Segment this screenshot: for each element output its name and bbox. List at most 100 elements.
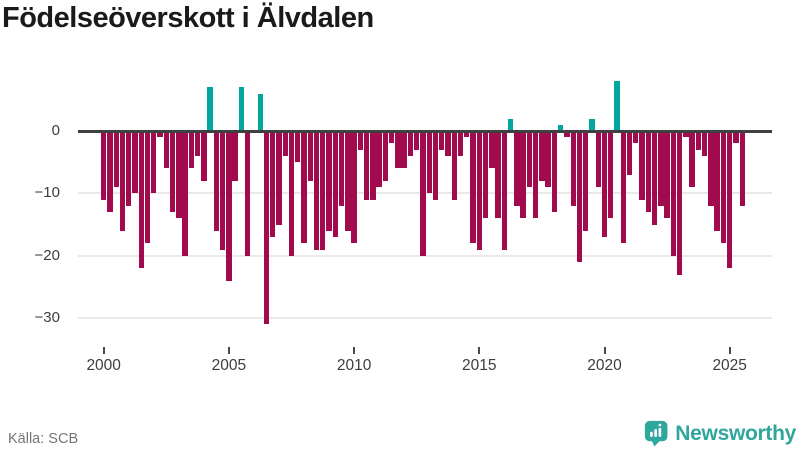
bar[interactable] (645, 131, 651, 213)
bar[interactable] (426, 131, 432, 194)
bar[interactable] (119, 131, 126, 231)
bar[interactable] (276, 131, 282, 225)
bar[interactable] (144, 131, 151, 244)
bar[interactable] (470, 131, 476, 244)
bar[interactable] (701, 131, 708, 156)
bar[interactable] (739, 131, 745, 206)
bar[interactable] (151, 131, 157, 194)
bar[interactable] (620, 131, 626, 244)
bar[interactable] (157, 131, 163, 138)
bar[interactable] (213, 131, 220, 231)
bar[interactable] (113, 131, 119, 188)
bar[interactable] (583, 131, 589, 231)
bar[interactable] (733, 131, 739, 144)
bar[interactable] (676, 131, 683, 275)
bar[interactable] (557, 124, 564, 131)
bar[interactable] (201, 131, 207, 181)
bar[interactable] (207, 87, 213, 131)
bar[interactable] (570, 131, 576, 206)
bar[interactable] (520, 131, 526, 219)
bar[interactable] (639, 131, 645, 200)
bar[interactable] (432, 131, 439, 200)
bar[interactable] (219, 131, 226, 250)
bar[interactable] (370, 131, 376, 200)
bar[interactable] (401, 131, 407, 169)
bar[interactable] (363, 131, 370, 200)
bar[interactable] (326, 131, 332, 231)
bar[interactable] (332, 131, 338, 238)
bar[interactable] (507, 118, 514, 131)
bar[interactable] (651, 131, 658, 225)
bar[interactable] (107, 131, 113, 213)
bar[interactable] (388, 131, 395, 144)
bar[interactable] (482, 131, 489, 219)
bar[interactable] (576, 131, 583, 263)
bar[interactable] (695, 131, 702, 150)
bar[interactable] (451, 131, 457, 200)
bar[interactable] (489, 131, 495, 169)
bar[interactable] (282, 131, 288, 156)
bar[interactable] (163, 131, 169, 169)
bar[interactable] (126, 131, 132, 206)
bar[interactable] (244, 131, 251, 256)
bar[interactable] (407, 131, 414, 156)
bar[interactable] (270, 131, 276, 238)
bar[interactable] (288, 131, 295, 256)
bar[interactable] (670, 131, 677, 256)
bar[interactable] (683, 131, 689, 138)
bar[interactable] (376, 131, 382, 188)
bar[interactable] (551, 131, 558, 213)
bar[interactable] (132, 131, 138, 194)
bar[interactable] (526, 131, 533, 188)
bar[interactable] (345, 131, 351, 231)
bar[interactable] (420, 131, 426, 256)
bar[interactable] (626, 131, 633, 175)
bar[interactable] (295, 131, 301, 163)
bar[interactable] (382, 131, 389, 181)
newsworthy-logo[interactable]: Newsworthy (644, 418, 796, 449)
bar[interactable] (633, 131, 639, 144)
bar[interactable] (664, 131, 670, 219)
bar[interactable] (464, 131, 470, 138)
bar[interactable] (169, 131, 176, 213)
bar[interactable] (194, 131, 201, 156)
bar[interactable] (601, 131, 608, 238)
bar[interactable] (658, 131, 664, 206)
bar[interactable] (188, 131, 195, 169)
bar[interactable] (495, 131, 501, 219)
bar[interactable] (439, 131, 445, 150)
bar[interactable] (714, 131, 720, 231)
bar[interactable] (238, 87, 245, 131)
bar[interactable] (226, 131, 232, 281)
bar[interactable] (263, 131, 270, 325)
bar[interactable] (564, 131, 570, 138)
bar[interactable] (182, 131, 188, 256)
bar[interactable] (457, 131, 464, 156)
bar[interactable] (138, 131, 144, 269)
bar[interactable] (614, 81, 620, 131)
bar[interactable] (589, 118, 595, 131)
bar[interactable] (608, 131, 614, 219)
bar[interactable] (708, 131, 714, 206)
bar[interactable] (720, 131, 727, 244)
bar[interactable] (313, 131, 320, 250)
bar[interactable] (351, 131, 357, 244)
bar[interactable] (357, 131, 364, 150)
bar[interactable] (414, 131, 420, 150)
bar[interactable] (257, 93, 263, 131)
bar[interactable] (689, 131, 695, 188)
bar[interactable] (301, 131, 307, 244)
bar[interactable] (539, 131, 545, 181)
bar[interactable] (338, 131, 345, 206)
bar[interactable] (514, 131, 520, 206)
bar[interactable] (232, 131, 238, 181)
bar[interactable] (445, 131, 451, 156)
bar[interactable] (545, 131, 551, 188)
bar[interactable] (307, 131, 313, 181)
bar[interactable] (176, 131, 182, 219)
bar[interactable] (395, 131, 401, 169)
bar[interactable] (595, 131, 601, 188)
bar[interactable] (101, 131, 107, 200)
bar[interactable] (727, 131, 733, 269)
bar[interactable] (501, 131, 508, 250)
